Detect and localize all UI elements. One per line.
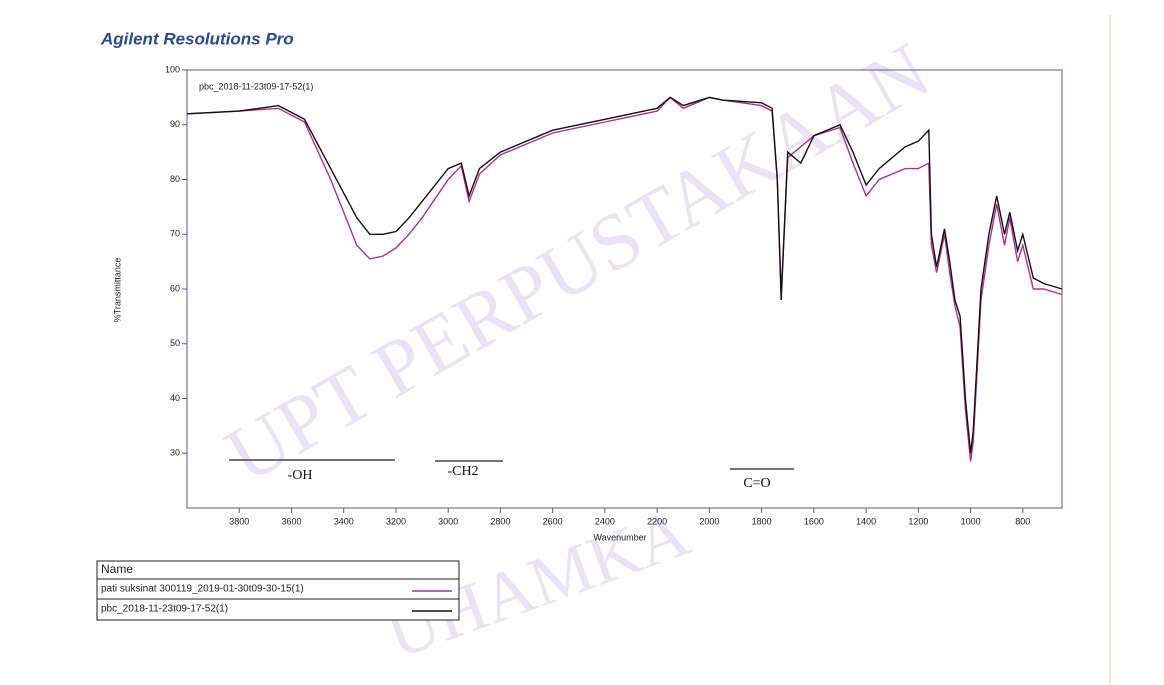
- x-tick-label: 2400: [595, 516, 615, 526]
- x-tick-label: 3200: [386, 516, 406, 526]
- annotation: C=O: [743, 476, 770, 491]
- y-axis-label: %Transmittance: [112, 258, 122, 323]
- legend-label: pbc_2018-11-23t09-17-52(1): [101, 604, 228, 615]
- page: UPT PERPUSTAKAAN UHAMKA Agilent Resoluti…: [0, 0, 1164, 685]
- plot-label: pbc_2018-11-23t09-17-52(1): [199, 81, 313, 91]
- x-tick-label: 1400: [856, 516, 876, 526]
- legend-label: pati suksinat 300119_2019-01-30t09-30-15…: [101, 584, 304, 595]
- x-tick-label: 2600: [543, 516, 563, 526]
- y-tick-label: 30: [170, 448, 180, 458]
- legend: Name pati suksinat 300119_2019-01-30t09-…: [97, 561, 459, 620]
- y-tick-label: 70: [170, 229, 180, 239]
- annotation: -CH2: [447, 464, 478, 479]
- x-tick-label: 2000: [699, 516, 719, 526]
- watermark: UPT PERPUSTAKAAN: [212, 27, 944, 500]
- y-tick-label: 100: [165, 64, 180, 74]
- x-tick-label: 2800: [490, 516, 510, 526]
- x-tick-label: 2200: [647, 516, 667, 526]
- x-tick-label: 3000: [438, 516, 458, 526]
- x-tick-label: 3600: [281, 516, 301, 526]
- app-title: Agilent Resolutions Pro: [100, 29, 294, 48]
- x-tick-label: 1000: [961, 516, 981, 526]
- x-tick-label: 800: [1015, 516, 1030, 526]
- legend-title: Name: [101, 562, 133, 576]
- x-tick-label: 1200: [908, 516, 928, 526]
- x-tick-label: 3800: [229, 516, 249, 526]
- y-tick-label: 80: [170, 174, 180, 184]
- annotation: -OH: [288, 468, 313, 483]
- y-tick-label: 90: [170, 119, 180, 129]
- y-tick-label: 40: [170, 393, 180, 403]
- x-tick-label: 3400: [334, 516, 354, 526]
- x-tick-label: 1800: [752, 516, 772, 526]
- x-tick-label: 1600: [804, 516, 824, 526]
- x-axis-label: Wavenumber: [593, 532, 646, 542]
- y-tick-label: 60: [170, 283, 180, 293]
- y-tick-label: 50: [170, 338, 180, 348]
